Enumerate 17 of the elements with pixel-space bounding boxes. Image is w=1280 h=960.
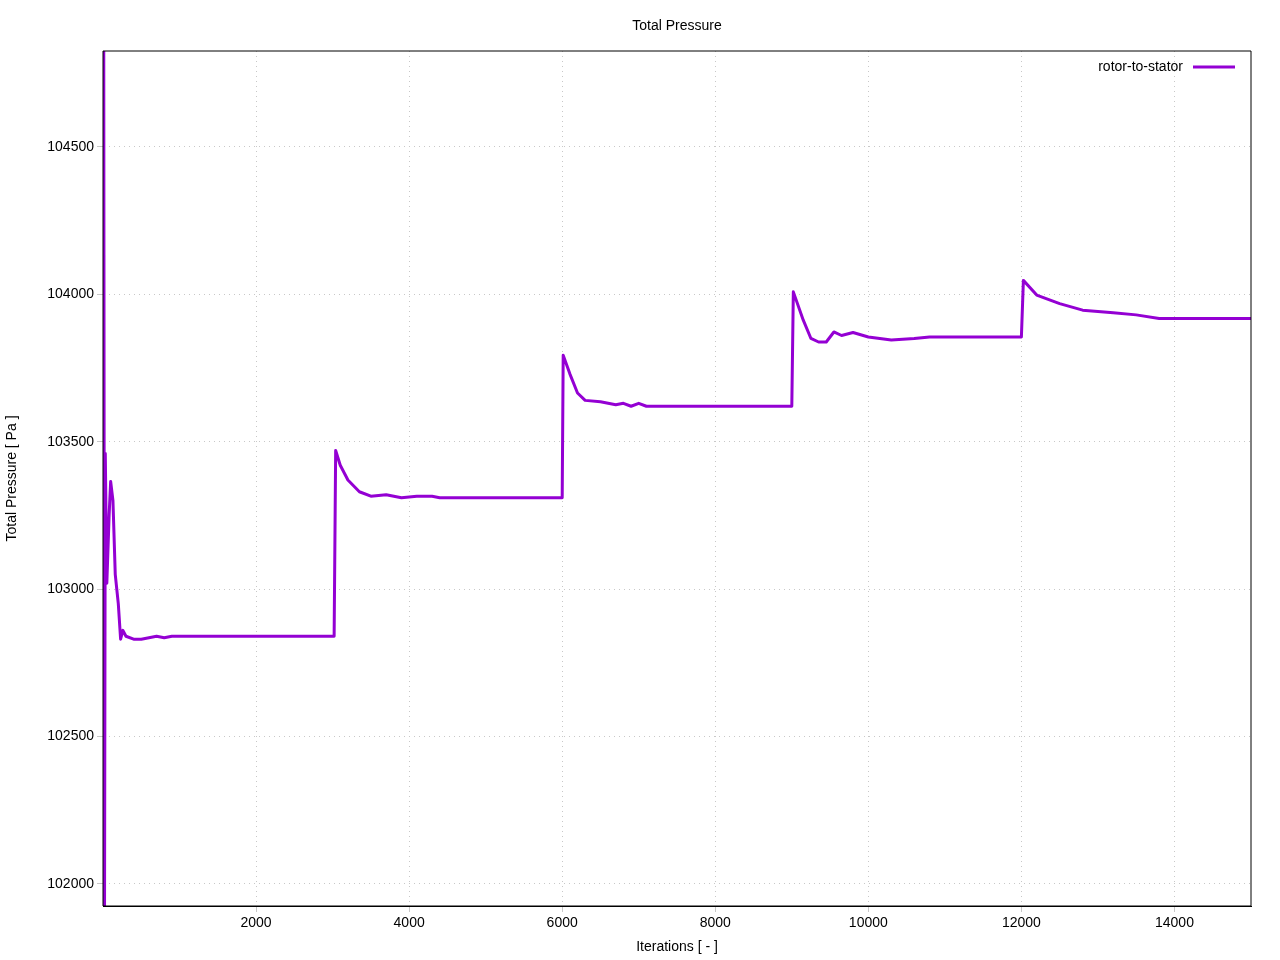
x-axis-title: Iterations [ - ]	[636, 938, 718, 955]
y-axis-title: Total Pressure [ Pa ]	[3, 415, 20, 542]
y-tick-label: 104000	[47, 285, 95, 302]
x-tick-label: 12000	[1001, 914, 1042, 931]
x-tick-label: 10000	[848, 914, 889, 931]
legend-label: rotor-to-stator	[1098, 57, 1184, 74]
y-tick-label: 102000	[47, 874, 95, 891]
x-tick-label: 14000	[1155, 914, 1195, 931]
y-tick-label: 103500	[47, 432, 95, 449]
x-tick-label: 6000	[546, 914, 578, 931]
chart-title: Total Pressure	[632, 16, 722, 33]
y-tick-label: 103000	[47, 579, 95, 596]
y-tick-label: 102500	[47, 727, 95, 744]
x-tick-label: 8000	[699, 914, 732, 931]
x-tick-label: 4000	[393, 914, 425, 931]
x-tick-label: 2000	[240, 914, 272, 931]
y-tick-label: 104500	[47, 137, 95, 154]
